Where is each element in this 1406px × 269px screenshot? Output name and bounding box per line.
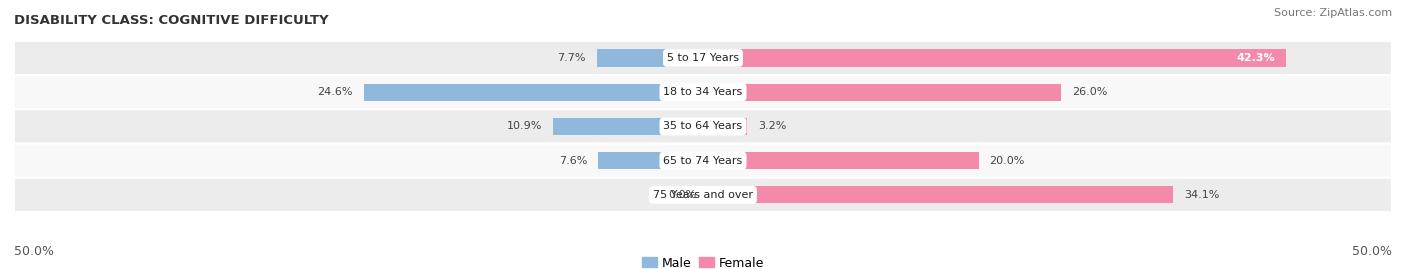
FancyBboxPatch shape [14, 41, 1392, 75]
Legend: Male, Female: Male, Female [637, 252, 769, 269]
Text: 26.0%: 26.0% [1073, 87, 1108, 97]
FancyBboxPatch shape [14, 109, 1392, 144]
Text: 18 to 34 Years: 18 to 34 Years [664, 87, 742, 97]
FancyBboxPatch shape [14, 178, 1392, 212]
Text: 50.0%: 50.0% [14, 245, 53, 258]
Text: DISABILITY CLASS: COGNITIVE DIFFICULTY: DISABILITY CLASS: COGNITIVE DIFFICULTY [14, 14, 329, 27]
Bar [703, 152, 979, 169]
Bar [703, 49, 1286, 66]
FancyBboxPatch shape [14, 144, 1392, 178]
Text: 35 to 64 Years: 35 to 64 Years [664, 121, 742, 132]
Text: 75 Years and over: 75 Years and over [652, 190, 754, 200]
Bar [364, 84, 703, 101]
Text: 3.2%: 3.2% [758, 121, 786, 132]
Text: 7.7%: 7.7% [557, 53, 586, 63]
Text: 20.0%: 20.0% [990, 156, 1025, 166]
Text: Source: ZipAtlas.com: Source: ZipAtlas.com [1274, 8, 1392, 18]
Text: 0.0%: 0.0% [668, 190, 696, 200]
Bar [598, 49, 703, 66]
Bar [703, 186, 1173, 203]
Bar [599, 152, 703, 169]
FancyBboxPatch shape [14, 75, 1392, 109]
Text: 5 to 17 Years: 5 to 17 Years [666, 53, 740, 63]
Text: 42.3%: 42.3% [1236, 53, 1275, 63]
Text: 10.9%: 10.9% [506, 121, 541, 132]
Bar [553, 118, 703, 135]
Text: 50.0%: 50.0% [1353, 245, 1392, 258]
Bar [703, 84, 1062, 101]
Bar [703, 118, 747, 135]
Text: 24.6%: 24.6% [318, 87, 353, 97]
Text: 34.1%: 34.1% [1184, 190, 1219, 200]
Text: 7.6%: 7.6% [558, 156, 588, 166]
Text: 65 to 74 Years: 65 to 74 Years [664, 156, 742, 166]
